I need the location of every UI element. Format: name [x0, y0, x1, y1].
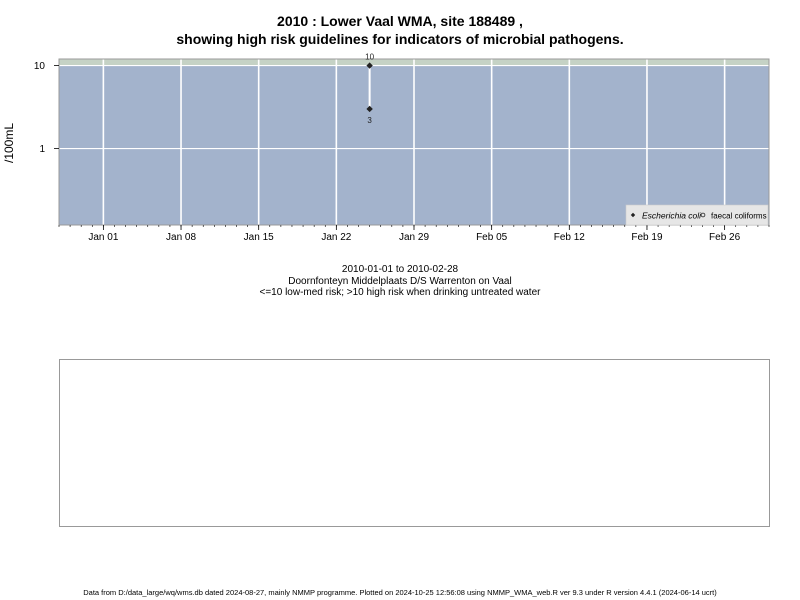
empty-secondary-panel: [59, 359, 770, 527]
y-tick-label: 10: [34, 61, 46, 72]
x-tick-label: Jan 01: [88, 232, 118, 243]
data-point-diamond: [366, 105, 373, 113]
x-tick-label: Feb 26: [709, 232, 741, 243]
chart-title-line2: showing high risk guidelines for indicat…: [176, 31, 624, 47]
chart-title-line1: 2010 : Lower Vaal WMA, site 188489 ,: [277, 13, 523, 29]
x-tick-label: Jan 22: [321, 232, 351, 243]
data-point-diamond: [366, 62, 373, 69]
data-label: 10: [365, 53, 374, 62]
data-label: 3: [367, 116, 372, 125]
x-tick-label: Jan 15: [244, 232, 274, 243]
legend-label-faecal: faecal coliforms: [711, 212, 767, 221]
legend-marker-faecal: [700, 212, 706, 218]
x-tick-label: Jan 29: [399, 232, 429, 243]
x-tick-label: Feb 12: [554, 232, 586, 243]
legend-marker-ecoli: [630, 212, 636, 218]
x-tick-label: Feb 05: [476, 232, 508, 243]
y-axis-label: /100mL: [2, 123, 16, 163]
legend-label-ecoli: Escherichia coli: [642, 211, 702, 221]
footer-note: Data from D:/data_large/wq/wms.db dated …: [83, 588, 717, 597]
site-name-label: Doornfonteyn Middelplaats D/S Warrenton …: [288, 276, 512, 287]
chart-svg: Jan 01 Jan 08 Jan 15 Jan 22 Jan 29 Feb 05 Feb …: [2, 53, 770, 243]
date-range-label: 2010-01-01 to 2010-02-28: [341, 264, 459, 275]
legend: Escherichia coli faecal coliforms: [625, 204, 769, 226]
y-tick-label: 1: [39, 144, 45, 155]
risk-note-label: <=10 low-med risk; >10 high risk when dr…: [259, 287, 541, 298]
x-tick-label: Feb 19: [631, 232, 663, 243]
x-tick-label: Jan 08: [166, 232, 196, 243]
legend-box: [625, 204, 769, 226]
